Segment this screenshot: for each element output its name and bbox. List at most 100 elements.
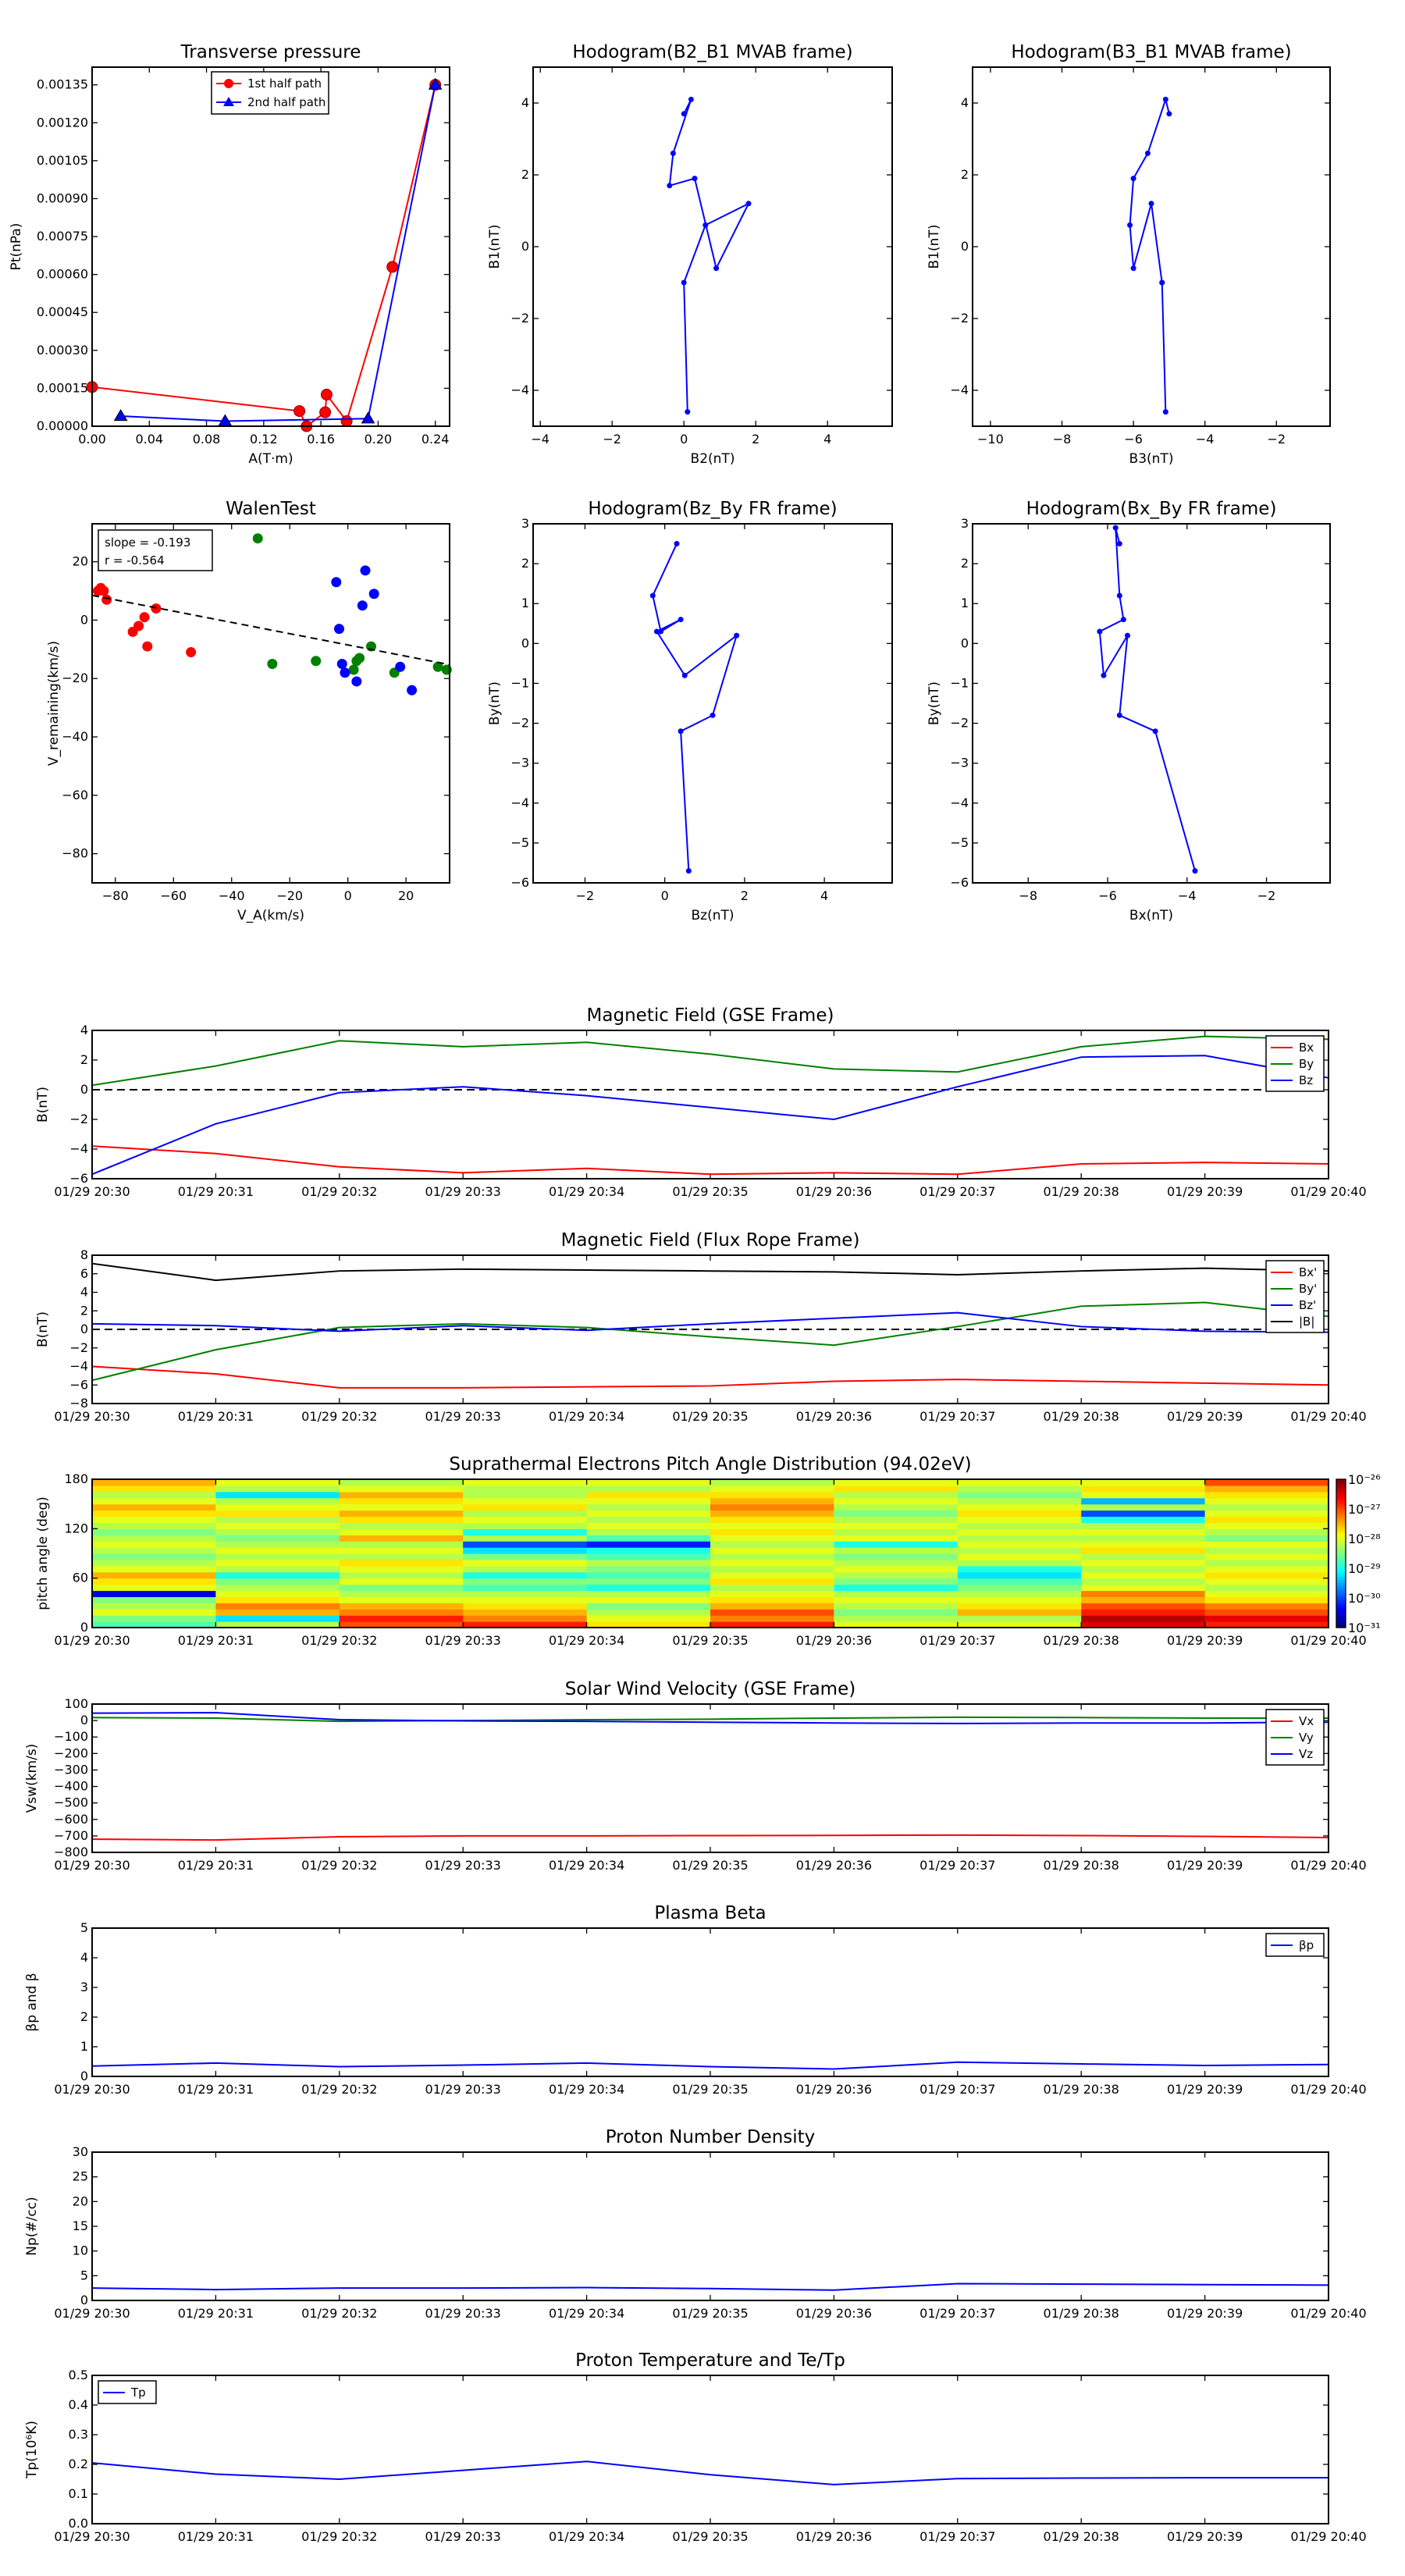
y-tick-label: 5 — [80, 1920, 88, 1935]
series-line-0 — [668, 98, 751, 412]
colorbar-cell — [1336, 1499, 1346, 1503]
x-tick-label: 0.16 — [307, 432, 335, 447]
colorbar-cell — [1336, 1571, 1346, 1574]
heatmap-cell — [710, 1565, 834, 1573]
x-tick-label: 01/29 20:37 — [919, 1184, 995, 1199]
heatmap-cell — [92, 1485, 216, 1493]
heatmap-cell — [586, 1553, 711, 1560]
legend-label: 2nd half path — [247, 95, 325, 109]
data-point — [113, 409, 128, 422]
heatmap-cell — [463, 1553, 588, 1560]
y-tick-label: 0 — [521, 635, 529, 650]
data-point — [681, 672, 688, 678]
heatmap-cell — [215, 1516, 340, 1524]
x-axis-label: Bz(nT) — [691, 908, 734, 923]
heatmap-cell — [834, 1596, 959, 1603]
heatmap-cell — [1081, 1553, 1206, 1560]
heatmap-cell — [215, 1485, 340, 1493]
data-point — [340, 415, 353, 428]
x-tick-label: 01/29 20:36 — [796, 2306, 872, 2321]
colorbar-cell — [1336, 1573, 1346, 1577]
heatmap-cell — [1081, 1571, 1206, 1579]
data-point — [1120, 617, 1126, 623]
y-tick-label: 0.1 — [69, 2486, 88, 2501]
x-tick-label: −6 — [1124, 432, 1143, 447]
colorbar-cell — [1336, 1585, 1346, 1589]
chart-plasma-beta: Plasma Beta 0 1 2 3 4 5 01/29 20:30 01/29 20:31 0… — [24, 1903, 1367, 2097]
legend-marker — [224, 79, 233, 88]
chart-title: Transverse pressure — [180, 42, 361, 62]
colorbar-cell — [1336, 1528, 1346, 1532]
colorbar-cell — [1336, 1546, 1346, 1550]
heatmap-cell — [586, 1571, 711, 1579]
heatmap-cell — [1204, 1584, 1329, 1592]
heatmap-cell — [957, 1528, 1082, 1535]
data-point — [1130, 176, 1136, 182]
colorbar-cell — [1336, 1543, 1346, 1547]
heatmap-cell — [339, 1615, 464, 1622]
heatmap-cell — [586, 1596, 711, 1603]
heatmap-cell — [339, 1516, 464, 1524]
chart-transverse-pressure: Transverse pressure 0.00000 0.00015 0.00030… — [9, 42, 450, 467]
y-tick-label: 2 — [961, 556, 969, 571]
x-axis-label: Bx(nT) — [1129, 908, 1173, 923]
heatmap-cell — [1204, 1535, 1329, 1542]
colorbar-cell — [1336, 1514, 1346, 1517]
heatmap-cell — [834, 1497, 959, 1505]
data-point — [293, 405, 306, 418]
x-tick-label: 0.20 — [365, 432, 393, 447]
data-point — [334, 624, 345, 635]
y-tick-label: 0.3 — [69, 2427, 88, 2442]
chart-title: Magnetic Field (GSE Frame) — [587, 1005, 834, 1026]
plot-frame — [91, 1703, 1329, 1853]
x-tick-label: 01/29 20:40 — [1290, 2082, 1366, 2097]
y-tick-label: −3 — [510, 756, 529, 770]
heatmap-cell — [834, 1615, 959, 1622]
heatmap-cell — [710, 1615, 834, 1622]
heatmap-cell — [957, 1497, 1082, 1505]
heatmap-cell — [1204, 1541, 1329, 1548]
heatmap-cell — [710, 1491, 834, 1499]
colorbar-cell — [1336, 1518, 1346, 1522]
heatmap-cell — [1081, 1584, 1206, 1592]
colorbar-cell — [1336, 1617, 1346, 1621]
data-point — [101, 594, 112, 605]
colorbar-cell — [1336, 1620, 1346, 1624]
heatmap-cell — [463, 1565, 588, 1573]
heatmap-cell — [339, 1522, 464, 1529]
series-line-0 — [652, 543, 738, 871]
heatmap-cell — [463, 1603, 588, 1610]
legend-label: Bx — [1299, 1041, 1314, 1055]
y-tick-label: 4 — [80, 1285, 88, 1300]
y-tick-label: −4 — [510, 795, 529, 810]
colorbar-cell — [1336, 1506, 1346, 1510]
heatmap-cell — [834, 1541, 959, 1548]
colorbar-cell — [1336, 1516, 1346, 1520]
heatmap-cell — [339, 1541, 464, 1548]
y-tick-label: −3 — [950, 756, 969, 770]
heatmap-cell — [339, 1621, 464, 1628]
heatmap-cell — [339, 1609, 464, 1616]
x-tick-label: −4 — [1178, 888, 1197, 903]
heatmap-cell — [1081, 1535, 1206, 1542]
y-axis-label: Tp(10⁶K) — [24, 2421, 40, 2479]
heatmap-cell — [1204, 1603, 1329, 1610]
y-axis-label: Np(#/cc) — [24, 2197, 40, 2255]
x-tick-label: −4 — [531, 432, 550, 447]
x-tick-label: 01/29 20:31 — [178, 2529, 254, 2544]
heatmap-cell — [834, 1479, 959, 1486]
x-tick-label: 01/29 20:33 — [425, 2082, 501, 2097]
heatmap-cell — [1081, 1541, 1206, 1548]
legend-label: Bx' — [1299, 1265, 1317, 1279]
data-point — [386, 261, 399, 273]
series-line-Bz' — [91, 1311, 1329, 1333]
x-tick-label: 0.24 — [422, 432, 450, 447]
y-tick-label: −60 — [62, 788, 88, 802]
x-tick-label: −2 — [1268, 432, 1286, 447]
series-line-Bx' — [91, 1365, 1329, 1389]
series-line-Vz — [91, 1711, 1329, 1724]
colorbar-cell — [1336, 1613, 1346, 1616]
heatmap-cell — [339, 1584, 464, 1592]
colorbar-cell — [1336, 1565, 1346, 1569]
heatmap-cell — [710, 1503, 834, 1511]
